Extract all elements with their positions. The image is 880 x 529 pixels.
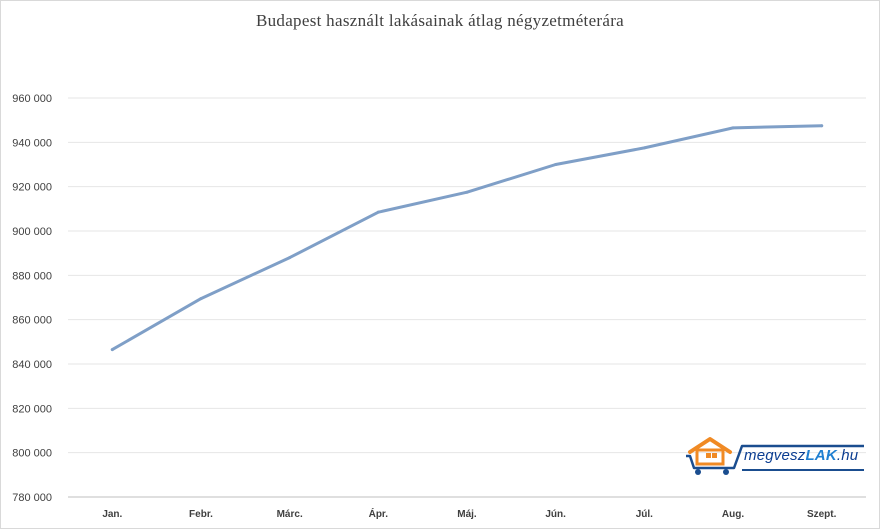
x-tick-label: Szept. [807, 509, 837, 520]
x-tick-label: Máj. [457, 509, 477, 520]
house-roof-icon [688, 437, 732, 454]
y-tick-label: 920 000 [12, 182, 52, 194]
cart-wheel-icon [695, 469, 701, 475]
y-tick-label: 860 000 [12, 315, 52, 327]
megveszlak-logo [686, 437, 864, 475]
x-tick-label: Ápr. [369, 507, 389, 520]
chart-title: Budapest használt lakásainak átlag négyz… [255, 11, 625, 30]
logo-text-suffix: .hu [836, 447, 859, 464]
house-window-icon [706, 453, 711, 458]
x-tick-label: Febr. [189, 509, 213, 520]
logo-text-accent: LAK [805, 447, 837, 464]
data-point [465, 190, 469, 194]
y-axis-ticks: 780 000 800 000 820 000 840 000 860 000 880 0… [12, 93, 52, 504]
y-tick-label: 880 000 [12, 270, 52, 282]
y-tick-label: 820 000 [12, 403, 52, 415]
x-tick-label: Jún. [545, 509, 566, 520]
y-tick-label: 780 000 [12, 492, 52, 504]
data-point [554, 163, 558, 166]
x-tick-label: Aug. [722, 509, 744, 520]
cart-wheel-icon-2 [723, 469, 729, 475]
y-tick-label: 840 000 [12, 359, 52, 371]
x-tick-label: Márc. [277, 509, 303, 520]
y-tick-label: 900 000 [12, 226, 52, 238]
logo-text-main: megvesz [744, 447, 806, 464]
data-point [288, 256, 292, 260]
gridlines [68, 97, 866, 498]
house-window-icon-2 [712, 453, 717, 458]
data-point [820, 124, 824, 128]
data-point [376, 210, 380, 214]
y-tick-label: 960 000 [12, 93, 52, 105]
x-tick-label: Júl. [636, 509, 653, 520]
data-point [110, 348, 114, 352]
y-tick-label: 940 000 [12, 137, 52, 149]
x-axis-ticks: Jan. Febr. Márc. Ápr. Máj. Jún. Júl. Aug. Szept. [102, 507, 836, 520]
y-tick-label: 800 000 [12, 448, 52, 460]
series-line [110, 124, 824, 352]
x-tick-label: Jan. [102, 509, 122, 520]
data-point [642, 146, 646, 150]
data-point [199, 297, 203, 301]
cart-icon [686, 444, 864, 470]
logo-text: megveszLAK.hu [744, 447, 858, 464]
series-layer [110, 124, 824, 352]
data-point [731, 126, 735, 130]
house-body-icon [695, 448, 725, 466]
